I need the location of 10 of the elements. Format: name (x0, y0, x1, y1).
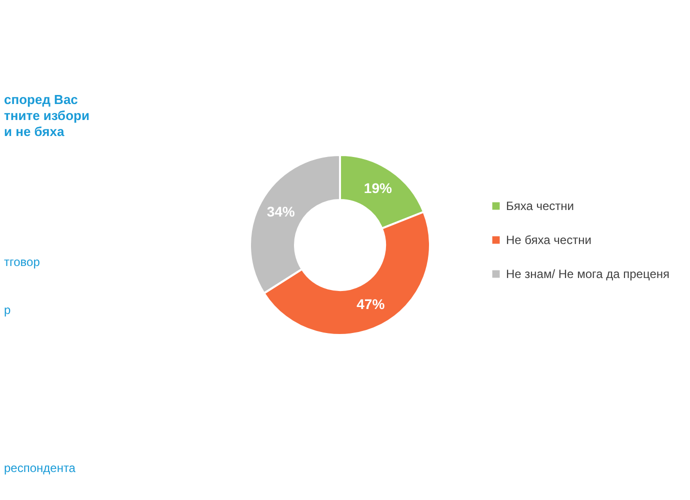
legend-label: Бяха честни (506, 199, 574, 213)
text: според Вас тните избори и не бяха (4, 92, 90, 139)
legend-label: Не бяха честни (506, 233, 592, 247)
data-label: 47% (356, 296, 386, 312)
data-label: 34% (266, 203, 296, 220)
data-label: 19% (364, 180, 392, 196)
text: р (4, 303, 11, 317)
text: респондента (4, 461, 76, 475)
text: тговор (4, 255, 40, 269)
legend-label: Не знам/ Не мога да преценя (506, 267, 670, 281)
